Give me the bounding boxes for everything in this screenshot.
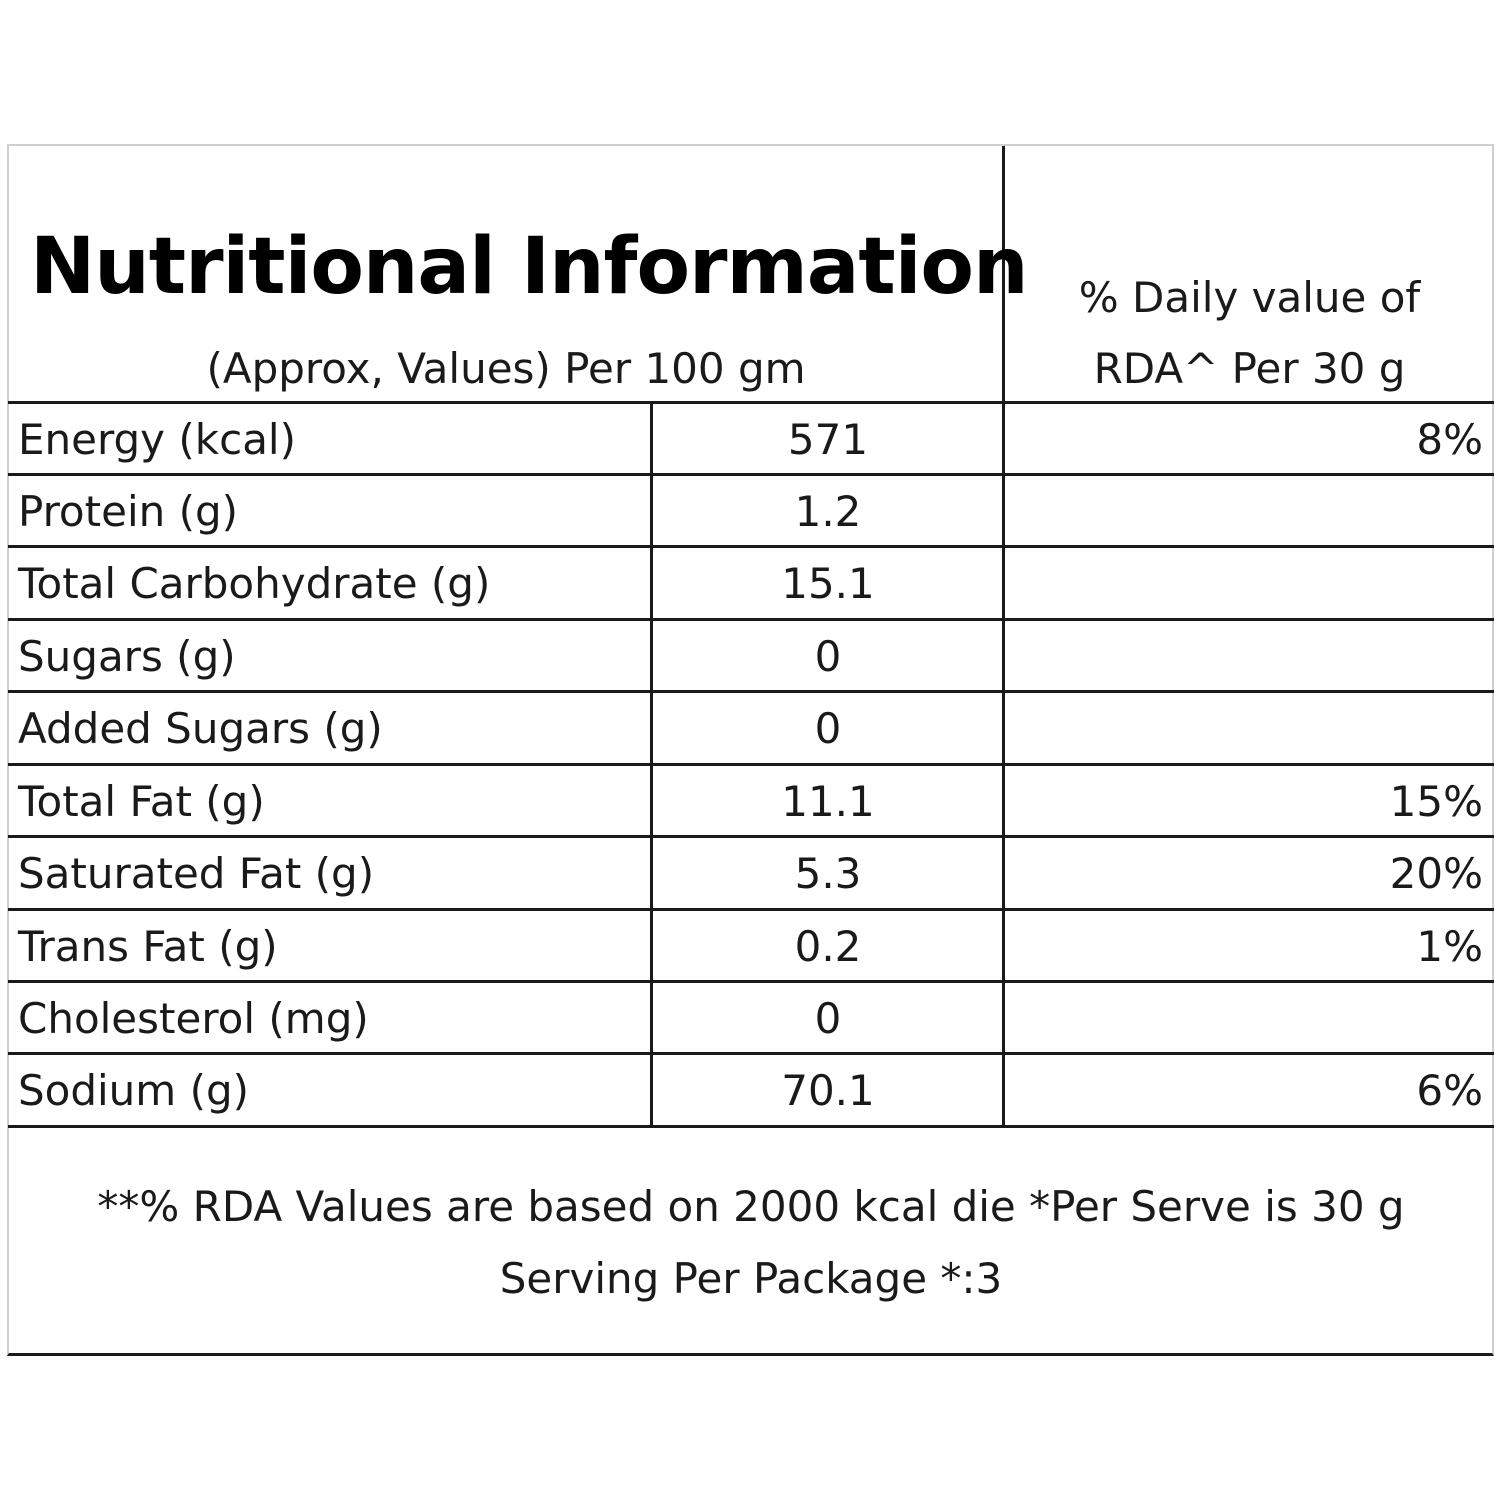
- nutrient-row-total-fat: Total Fat (g) 11.1 15%: [8, 766, 1494, 838]
- rda-footnote: **% RDA Values are based on 2000 kcal di…: [97, 1182, 1405, 1231]
- panel-title: Nutritional Information: [30, 222, 1029, 312]
- nutrient-row-added-sugars: Added Sugars (g) 0: [8, 693, 1494, 765]
- nutrient-row-energy: Energy (kcal) 571 8%: [8, 404, 1494, 476]
- nutrient-row-total-carbohydrate: Total Carbohydrate (g) 15.1: [8, 548, 1494, 620]
- nutrient-rda: [1005, 621, 1483, 693]
- nutrient-rda: [1005, 693, 1483, 765]
- nutrient-value: 15.1: [781, 559, 875, 608]
- nutrient-label: Added Sugars (g): [18, 704, 383, 753]
- serving-footnote: Serving Per Package *:3: [499, 1254, 1003, 1303]
- nutrient-row-trans-fat: Trans Fat (g) 0.2 1%: [8, 911, 1494, 983]
- nutrient-label: Protein (g): [18, 487, 239, 536]
- nutrient-rda: 1%: [1416, 922, 1483, 971]
- nutrient-value: 0.2: [794, 922, 862, 971]
- nutrient-rda: 15%: [1389, 777, 1483, 826]
- nutrient-value: 571: [787, 415, 869, 464]
- row-divider: [8, 835, 1494, 838]
- nutrient-rda: [1005, 983, 1483, 1055]
- nutrient-value: 0: [814, 994, 842, 1043]
- nutrient-value: 11.1: [781, 777, 875, 826]
- nutrient-label: Trans Fat (g): [18, 922, 278, 971]
- nutrient-row-cholesterol: Cholesterol (mg) 0: [8, 983, 1494, 1055]
- nutrient-rda: 20%: [1389, 849, 1483, 898]
- nutrition-panel: [7, 144, 1494, 1356]
- rda-header-line2: RDA^ Per 30 g: [1093, 344, 1406, 393]
- nutrient-value: 70.1: [781, 1066, 875, 1115]
- row-divider: [8, 980, 1494, 983]
- row-divider: [8, 618, 1494, 621]
- row-divider: [8, 908, 1494, 911]
- nutrient-label: Total Fat (g): [18, 777, 265, 826]
- nutrient-label: Sodium (g): [18, 1066, 249, 1115]
- nutrient-label: Cholesterol (mg): [18, 994, 369, 1043]
- nutrient-label: Total Carbohydrate (g): [18, 559, 491, 608]
- nutrient-rda: 6%: [1416, 1066, 1483, 1115]
- nutrient-row-sugars: Sugars (g) 0: [8, 621, 1494, 693]
- rda-header-line1: % Daily value of: [1078, 273, 1421, 322]
- nutrient-row-saturated-fat: Saturated Fat (g) 5.3 20%: [8, 838, 1494, 910]
- nutrient-row-sodium: Sodium (g) 70.1 6%: [8, 1055, 1494, 1127]
- nutrient-value: 1.2: [794, 487, 862, 536]
- row-divider: [8, 545, 1494, 548]
- nutrient-value: 0: [814, 704, 842, 753]
- row-divider: [8, 763, 1494, 766]
- nutrient-label: Sugars (g): [18, 632, 236, 681]
- nutrient-value: 5.3: [794, 849, 862, 898]
- row-divider: [8, 473, 1494, 476]
- table-bottom-divider: [8, 1125, 1494, 1128]
- nutrient-rda: 8%: [1416, 415, 1483, 464]
- nutrient-rda: [1005, 476, 1483, 548]
- nutrient-rda: [1005, 548, 1483, 620]
- panel-subtitle: (Approx, Values) Per 100 gm: [206, 344, 806, 393]
- nutrient-value: 0: [814, 632, 842, 681]
- row-divider: [8, 1052, 1494, 1055]
- header-divider: [8, 401, 1494, 404]
- header-column-divider: [1002, 146, 1005, 404]
- nutrient-row-protein: Protein (g) 1.2: [8, 476, 1494, 548]
- nutrient-label: Saturated Fat (g): [18, 849, 375, 898]
- nutrient-label: Energy (kcal): [18, 415, 296, 464]
- row-divider: [8, 690, 1494, 693]
